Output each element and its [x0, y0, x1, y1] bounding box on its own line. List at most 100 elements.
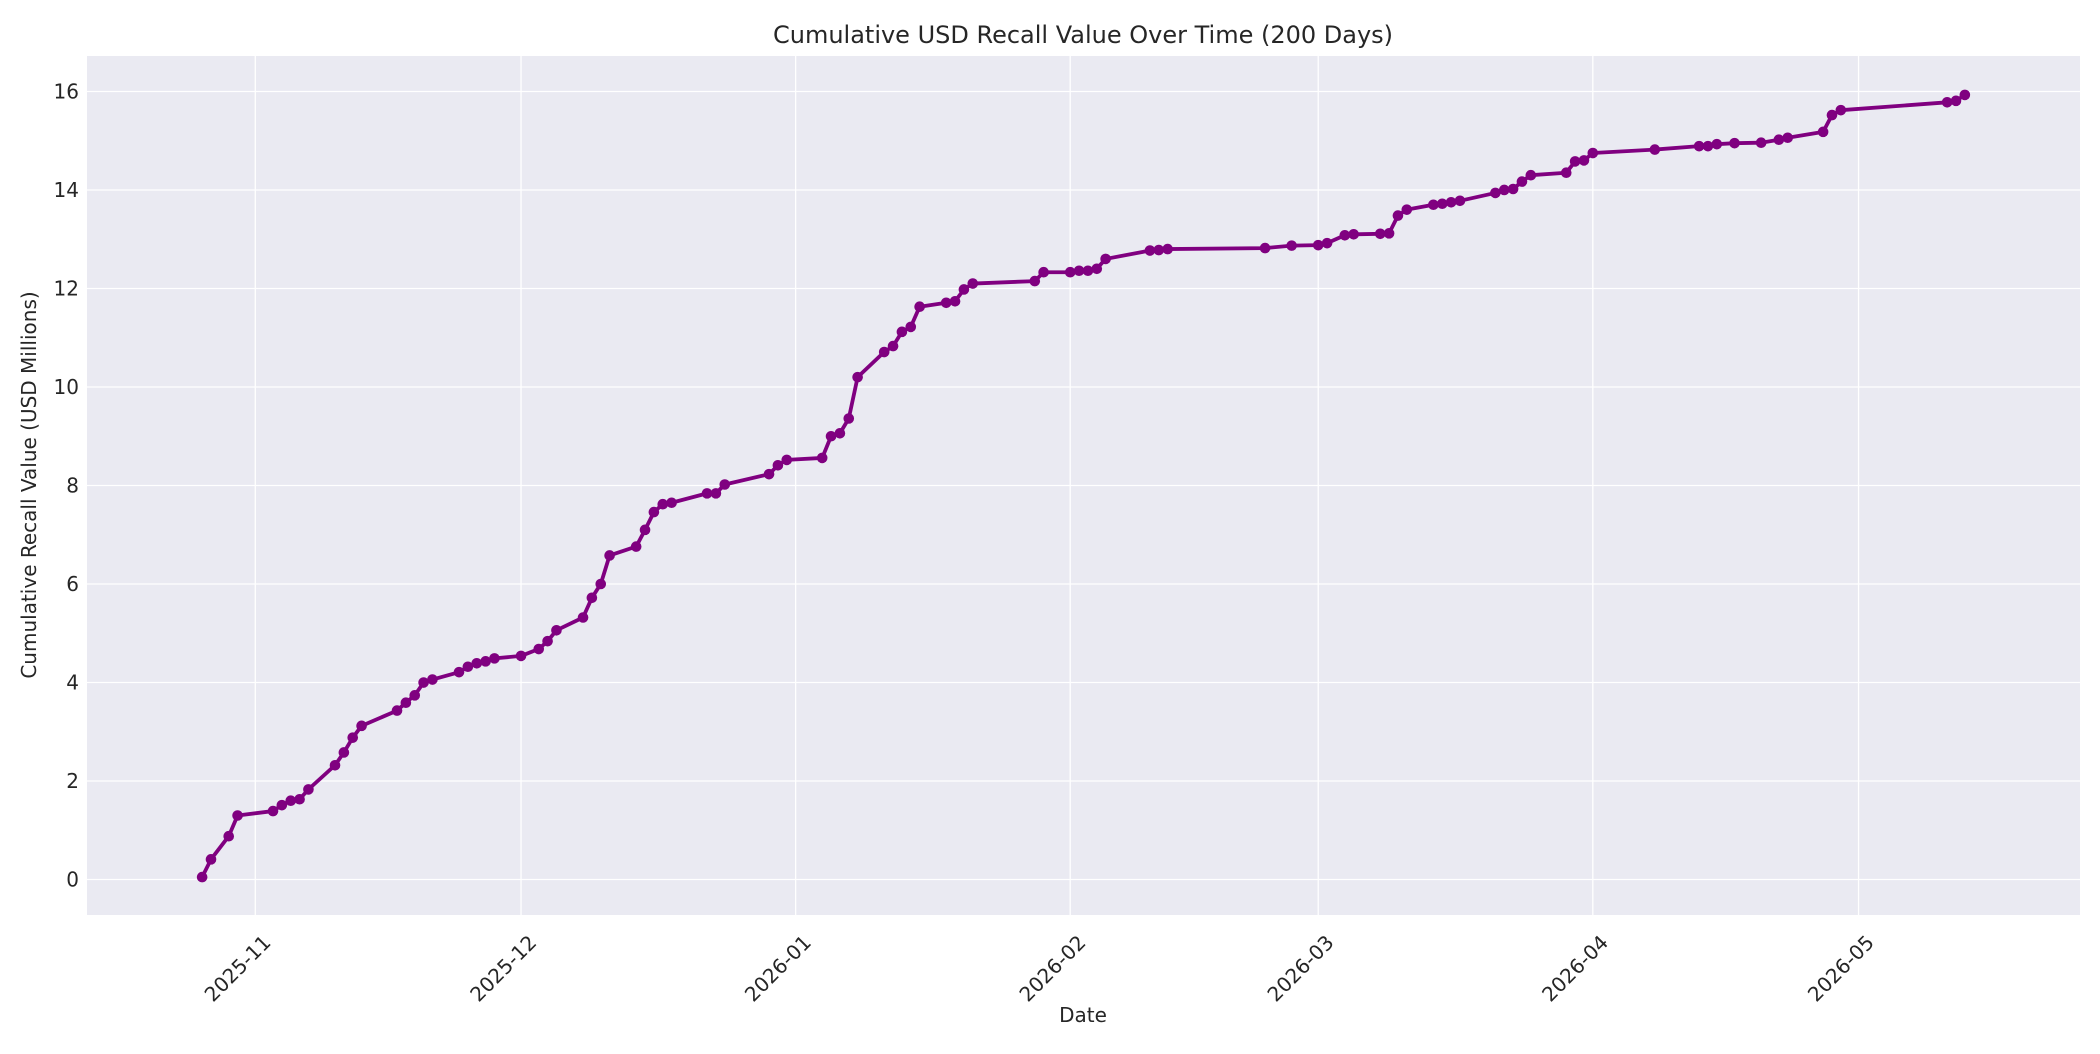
data-point: [1569, 156, 1581, 167]
data-point: [1073, 265, 1085, 277]
data-point: [391, 705, 403, 716]
data-point: [1711, 138, 1723, 150]
data-point: [940, 297, 952, 309]
data-point: [772, 460, 784, 471]
data-point: [1729, 137, 1740, 149]
y-tick-labels: 0 2 4 6 8 10 12 14 16: [54, 79, 79, 891]
data-point: [825, 430, 837, 442]
data-point: [1454, 195, 1466, 207]
data-point: [1153, 244, 1165, 256]
data-point: [1693, 140, 1705, 152]
data-point: [1312, 239, 1324, 251]
data-point: [967, 278, 979, 289]
x-axis-label: Date: [1059, 1003, 1107, 1027]
data-point: [1144, 245, 1156, 256]
data-point: [763, 468, 775, 480]
data-point: [1029, 275, 1041, 287]
data-point: [1038, 266, 1049, 278]
data-point: [1702, 140, 1714, 152]
data-point: [232, 810, 243, 821]
data-point: [418, 677, 429, 688]
y-tick-label: 0: [66, 868, 79, 892]
data-point: [533, 643, 545, 655]
data-point: [400, 697, 412, 709]
data-point: [1835, 104, 1847, 116]
data-point: [1339, 229, 1351, 241]
y-tick-label: 14: [54, 178, 79, 202]
data-point: [958, 284, 970, 295]
data-point: [276, 799, 288, 811]
data-point: [1321, 237, 1333, 249]
data-point: [914, 301, 925, 313]
y-axis-label: Cumulative Recall Value (USD Millions): [17, 291, 41, 678]
data-point: [1374, 228, 1386, 240]
data-point: [462, 661, 474, 673]
data-point: [1525, 169, 1537, 181]
data-point: [489, 653, 500, 664]
data-point: [843, 413, 855, 424]
data-point: [196, 871, 208, 883]
data-point: [1490, 187, 1501, 199]
data-point: [896, 326, 908, 338]
data-point: [1082, 265, 1094, 277]
data-point: [887, 340, 899, 352]
data-point: [781, 454, 793, 466]
data-point: [1428, 199, 1439, 211]
data-point: [223, 830, 235, 842]
data-point: [285, 795, 297, 807]
data-point: [1100, 253, 1111, 265]
data-point: [1348, 229, 1359, 240]
data-point: [1560, 167, 1572, 179]
data-point: [1755, 137, 1767, 148]
data-point: [1401, 204, 1413, 215]
data-point: [1587, 147, 1599, 159]
y-tick-label: 16: [54, 79, 79, 103]
data-point: [1941, 97, 1953, 108]
data-point: [1649, 144, 1661, 155]
data-point: [834, 427, 846, 439]
data-point: [542, 635, 553, 647]
data-point: [1507, 183, 1519, 195]
data-point: [630, 541, 642, 552]
y-tick-label: 12: [54, 276, 79, 300]
data-point: [303, 784, 314, 795]
data-point: [1578, 155, 1590, 166]
data-point: [1064, 266, 1076, 278]
data-point: [1162, 243, 1173, 255]
data-point: [329, 759, 341, 771]
data-point: [1091, 263, 1103, 275]
data-point: [551, 625, 562, 636]
data-point: [666, 497, 677, 509]
data-point: [1782, 132, 1793, 144]
data-point: [577, 612, 589, 623]
data-point: [639, 524, 651, 536]
data-point: [1959, 89, 1971, 101]
data-point: [586, 592, 598, 604]
data-point: [648, 506, 660, 518]
data-point: [1950, 95, 1962, 107]
data-point: [595, 578, 607, 590]
series-layer: [196, 89, 1971, 883]
y-tick-label: 8: [66, 474, 79, 498]
data-point: [657, 498, 669, 510]
data-point: [356, 720, 367, 732]
data-point: [1383, 228, 1395, 239]
data-point: [1773, 134, 1785, 146]
data-point: [427, 674, 438, 685]
data-point: [852, 371, 863, 383]
data-point: [1286, 240, 1297, 251]
data-point: [905, 321, 917, 333]
data-point: [515, 650, 527, 662]
data-point: [701, 488, 713, 499]
data-point: [1498, 184, 1510, 196]
y-tick-label: 2: [66, 769, 79, 793]
data-point: [471, 658, 483, 669]
data-point: [347, 732, 359, 743]
y-tick-label: 6: [66, 572, 79, 596]
data-point: [1826, 109, 1838, 121]
data-point: [1259, 242, 1271, 254]
data-point: [480, 656, 491, 667]
data-point: [267, 805, 279, 817]
